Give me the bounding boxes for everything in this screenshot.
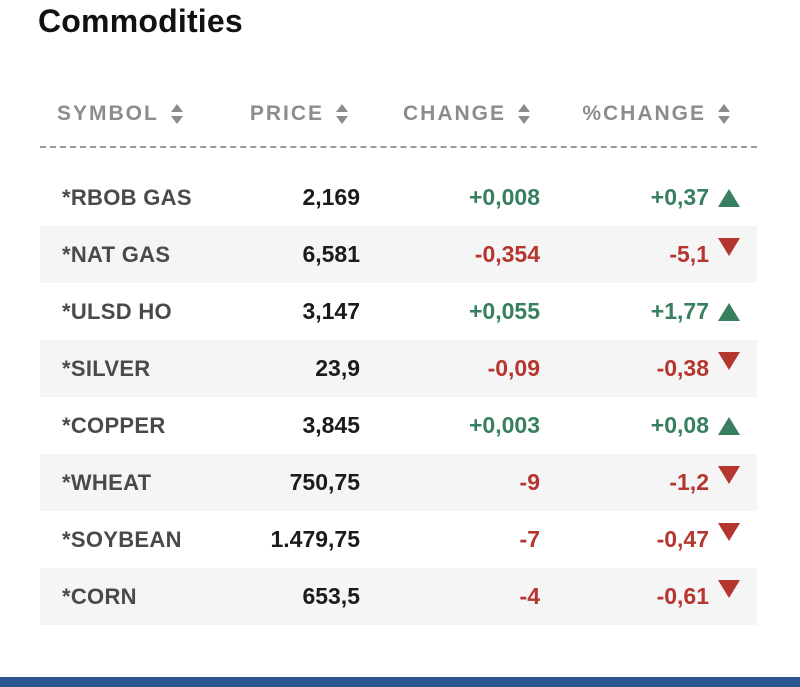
sort-desc-icon [718,116,730,124]
table-row[interactable]: *SOYBEAN 1.479,75 -7 -0,47 [40,511,757,568]
pct-change-cell: -1,2 [540,465,757,496]
sort-asc-icon [718,104,730,112]
sort-asc-icon [170,104,183,112]
commodities-table: SYMBOL PRICE CHANGE [40,94,757,625]
pct-change-value: -5,1 [669,241,709,267]
header-price[interactable]: PRICE [175,102,360,126]
down-triangle-icon [718,522,740,541]
price-cell: 3,845 [302,412,360,438]
bottom-accent-bar [0,677,800,687]
sort-asc-icon [518,104,530,112]
symbol-cell: *RBOB GAS [62,184,192,210]
sort-icon [170,104,183,124]
table-row[interactable]: *SILVER 23,9 -0,09 -0,38 [40,340,757,397]
price-cell: 3,147 [302,298,360,324]
price-cell: 1.479,75 [270,526,360,552]
symbol-cell: *COPPER [62,412,166,438]
pct-change-cell: +1,77 [540,298,757,325]
table-row[interactable]: *CORN 653,5 -4 -0,61 [40,568,757,625]
pct-change-cell: +0,37 [540,184,757,211]
change-cell: -0,09 [487,355,540,381]
pct-change-cell: -0,61 [540,579,757,610]
up-triangle-icon [718,302,740,321]
table-body: *RBOB GAS 2,169 +0,008 +0,37 *NAT GAS 6,… [40,169,757,625]
up-triangle-icon [718,416,740,435]
dashed-separator [40,146,757,148]
price-cell: 750,75 [289,469,360,495]
header-change[interactable]: CHANGE [360,102,540,126]
pct-change-value: -0,61 [656,583,709,609]
symbol-cell: *SILVER [62,355,151,381]
sort-icon [718,104,730,124]
symbol-cell: *SOYBEAN [62,526,182,552]
sort-desc-icon [170,116,183,124]
price-cell: 23,9 [315,355,360,381]
down-triangle-icon [718,579,740,598]
pct-change-value: -1,2 [669,469,709,495]
up-triangle-icon [718,188,740,207]
sort-desc-icon [518,116,530,124]
change-cell: -0,354 [474,241,540,267]
down-triangle-icon [718,351,740,370]
header-pct-change[interactable]: %CHANGE [540,102,757,126]
pct-change-value: +1,77 [650,298,709,324]
change-cell: -9 [519,469,540,495]
sort-asc-icon [336,104,348,112]
table-header-row: SYMBOL PRICE CHANGE [40,94,757,134]
change-cell: +0,055 [469,298,540,324]
down-triangle-icon [718,237,740,256]
change-cell: +0,003 [469,412,540,438]
down-triangle-icon [718,465,740,484]
table-row[interactable]: *ULSD HO 3,147 +0,055 +1,77 [40,283,757,340]
table-row[interactable]: *COPPER 3,845 +0,003 +0,08 [40,397,757,454]
change-cell: -4 [519,583,540,609]
sort-icon [336,104,348,124]
pct-change-cell: +0,08 [540,412,757,439]
symbol-cell: *ULSD HO [62,298,172,324]
price-cell: 6,581 [302,241,360,267]
pct-change-value: -0,47 [656,526,709,552]
pct-change-value: +0,37 [650,184,709,210]
symbol-cell: *WHEAT [62,469,152,495]
header-symbol-label: SYMBOL [57,102,159,125]
header-symbol[interactable]: SYMBOL [40,102,183,126]
change-cell: +0,008 [469,184,540,210]
table-row[interactable]: *RBOB GAS 2,169 +0,008 +0,37 [40,169,757,226]
pct-change-cell: -0,38 [540,351,757,382]
sort-desc-icon [336,116,348,124]
table-row[interactable]: *NAT GAS 6,581 -0,354 -5,1 [40,226,757,283]
pct-change-cell: -0,47 [540,522,757,553]
page-title: Commodities [38,3,243,39]
header-change-label: CHANGE [402,102,506,125]
sort-icon [518,104,530,124]
pct-change-cell: -5,1 [540,237,757,268]
symbol-cell: *NAT GAS [62,241,171,267]
header-price-label: PRICE [249,102,324,125]
pct-change-value: +0,08 [650,412,709,438]
header-pct-change-label: %CHANGE [582,102,706,125]
symbol-cell: *CORN [62,583,137,609]
price-cell: 2,169 [302,184,360,210]
table-row[interactable]: *WHEAT 750,75 -9 -1,2 [40,454,757,511]
change-cell: -7 [519,526,540,552]
pct-change-value: -0,38 [656,355,709,381]
price-cell: 653,5 [302,583,360,609]
